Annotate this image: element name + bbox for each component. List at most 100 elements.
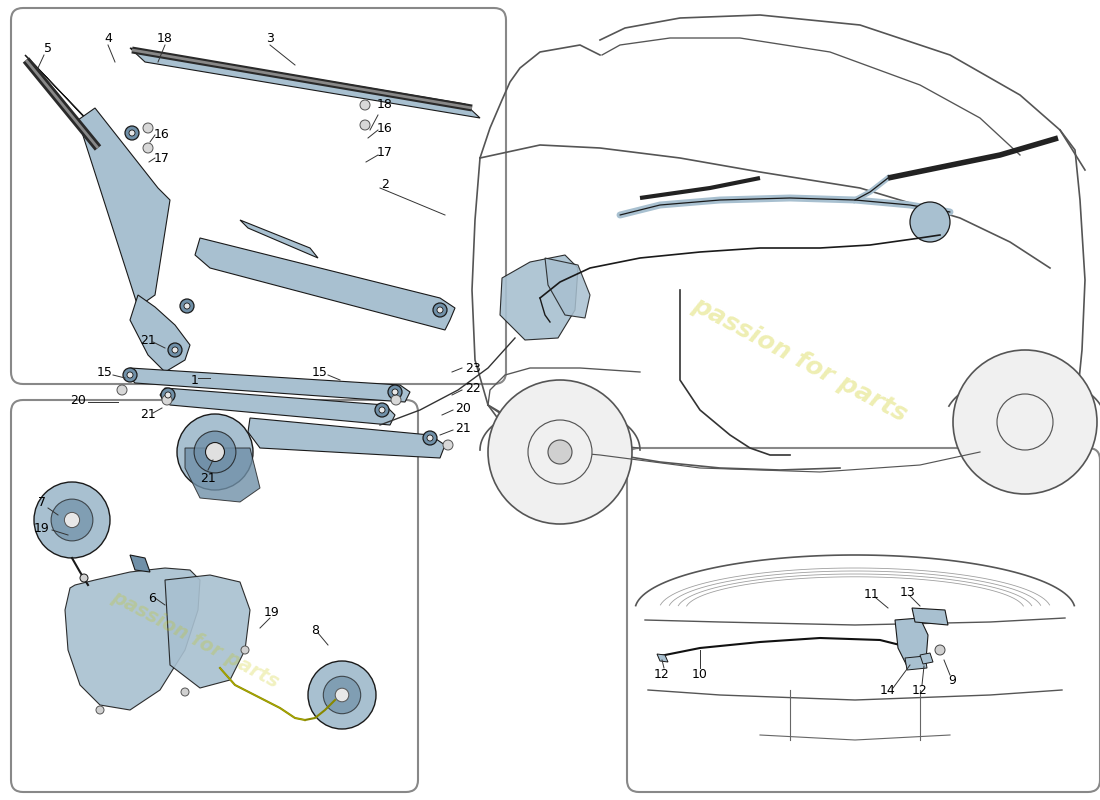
Circle shape [375, 403, 389, 417]
Circle shape [129, 130, 135, 136]
FancyBboxPatch shape [11, 400, 418, 792]
Polygon shape [185, 448, 260, 502]
Polygon shape [657, 654, 668, 662]
Text: 6: 6 [148, 591, 156, 605]
Circle shape [162, 395, 172, 405]
Circle shape [443, 440, 453, 450]
Text: 8: 8 [311, 623, 319, 637]
Polygon shape [160, 388, 395, 425]
Circle shape [168, 343, 182, 357]
Text: 7: 7 [39, 495, 46, 509]
Circle shape [123, 368, 138, 382]
Circle shape [206, 442, 224, 462]
Circle shape [548, 440, 572, 464]
Circle shape [172, 347, 178, 353]
Polygon shape [125, 368, 410, 402]
Circle shape [935, 645, 945, 655]
Circle shape [360, 120, 370, 130]
Text: 16: 16 [377, 122, 393, 134]
Circle shape [143, 143, 153, 153]
Text: 9: 9 [948, 674, 956, 686]
Text: 15: 15 [97, 366, 113, 378]
Polygon shape [912, 608, 948, 625]
Circle shape [80, 574, 88, 582]
Polygon shape [248, 418, 446, 458]
Circle shape [165, 392, 170, 398]
FancyBboxPatch shape [627, 448, 1100, 792]
Circle shape [96, 706, 104, 714]
Circle shape [161, 388, 175, 402]
Circle shape [433, 303, 447, 317]
Polygon shape [240, 220, 318, 258]
Circle shape [182, 688, 189, 696]
Text: 13: 13 [900, 586, 916, 599]
Circle shape [336, 688, 349, 702]
Circle shape [125, 126, 139, 140]
Polygon shape [195, 238, 455, 330]
Text: 4: 4 [104, 31, 112, 45]
Circle shape [194, 431, 235, 473]
Text: 20: 20 [455, 402, 471, 414]
Text: 12: 12 [654, 669, 670, 682]
Polygon shape [130, 48, 480, 118]
Text: 16: 16 [154, 129, 169, 142]
Polygon shape [905, 656, 927, 670]
Text: 21: 21 [140, 409, 156, 422]
Text: 19: 19 [264, 606, 279, 618]
Circle shape [424, 431, 437, 445]
Circle shape [388, 385, 401, 399]
Polygon shape [65, 568, 200, 710]
Circle shape [241, 646, 249, 654]
Polygon shape [895, 618, 928, 668]
Text: 1: 1 [191, 374, 199, 386]
Circle shape [126, 372, 133, 378]
Circle shape [427, 435, 433, 441]
Text: 18: 18 [157, 31, 173, 45]
Text: 18: 18 [377, 98, 393, 111]
Circle shape [997, 394, 1053, 450]
Circle shape [437, 307, 443, 313]
Circle shape [910, 202, 950, 242]
Polygon shape [78, 108, 170, 307]
Circle shape [379, 407, 385, 413]
Circle shape [65, 512, 79, 528]
Polygon shape [130, 555, 150, 572]
Text: passion for parts: passion for parts [689, 293, 912, 427]
Polygon shape [544, 258, 590, 318]
Text: 15: 15 [312, 366, 328, 378]
Text: 17: 17 [154, 151, 169, 165]
Circle shape [323, 676, 361, 714]
Polygon shape [130, 295, 190, 372]
Circle shape [51, 499, 92, 541]
Polygon shape [165, 575, 250, 688]
Circle shape [488, 380, 632, 524]
Circle shape [184, 303, 190, 309]
Circle shape [953, 350, 1097, 494]
Circle shape [143, 123, 153, 133]
Text: 21: 21 [200, 471, 216, 485]
Text: 2: 2 [381, 178, 389, 191]
Text: 20: 20 [70, 394, 86, 406]
Text: 10: 10 [692, 669, 708, 682]
Text: 17: 17 [377, 146, 393, 158]
Polygon shape [25, 55, 115, 150]
Text: 3: 3 [266, 31, 274, 45]
Text: 11: 11 [865, 589, 880, 602]
Text: passion for parts: passion for parts [108, 588, 282, 692]
Circle shape [360, 100, 370, 110]
Circle shape [308, 661, 376, 729]
Text: 5: 5 [44, 42, 52, 54]
Text: 21: 21 [455, 422, 471, 434]
Circle shape [177, 414, 253, 490]
Circle shape [117, 385, 126, 395]
Text: 19: 19 [34, 522, 50, 534]
FancyBboxPatch shape [11, 8, 506, 384]
Circle shape [34, 482, 110, 558]
Polygon shape [920, 653, 933, 664]
Polygon shape [500, 255, 578, 340]
Text: 14: 14 [880, 683, 895, 697]
Circle shape [528, 420, 592, 484]
Text: 21: 21 [140, 334, 156, 346]
Text: 23: 23 [465, 362, 481, 374]
Circle shape [390, 395, 402, 405]
